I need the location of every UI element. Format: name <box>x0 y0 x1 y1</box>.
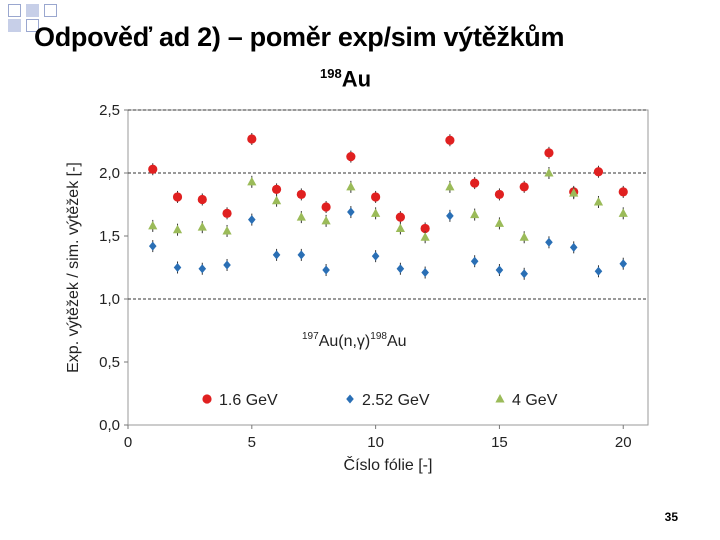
x-axis-label: Číslo fólie [-] <box>344 455 433 474</box>
data-point <box>247 176 257 186</box>
data-point <box>197 194 207 205</box>
data-point <box>346 152 356 162</box>
y-tick-label: 2,0 <box>99 165 120 182</box>
decor-square <box>8 4 21 17</box>
data-point <box>470 209 480 219</box>
data-point <box>594 266 603 276</box>
y-tick-label: 0,5 <box>99 354 120 371</box>
data-point <box>296 189 306 200</box>
data-point <box>421 268 429 278</box>
slide-subtitle: 198Au <box>320 66 371 92</box>
y-tick-label: 1,5 <box>99 228 120 245</box>
data-point <box>148 164 158 174</box>
page-number: 35 <box>664 510 678 524</box>
decor-square <box>26 19 39 32</box>
data-point <box>494 189 505 200</box>
data-point <box>222 208 232 218</box>
data-point <box>222 225 232 235</box>
data-point <box>198 264 207 274</box>
data-point <box>618 208 628 217</box>
data-point <box>396 264 405 274</box>
data-point <box>593 167 604 177</box>
data-point <box>519 182 529 192</box>
plot-area <box>127 109 649 426</box>
data-point <box>520 269 528 279</box>
data-point <box>321 202 331 212</box>
data-point <box>618 187 628 197</box>
data-point <box>519 232 529 241</box>
data-point <box>420 223 430 234</box>
legend-marker <box>495 394 505 403</box>
data-point <box>271 184 282 194</box>
data-point <box>197 222 207 231</box>
decor-square <box>26 4 39 17</box>
annotation-part: Au(n,γ) <box>319 333 371 350</box>
legend-label: 4 GeV <box>512 392 558 409</box>
data-point <box>569 188 579 197</box>
decor-square <box>8 19 21 32</box>
data-point <box>420 232 430 241</box>
x-tick-label: 0 <box>124 434 132 451</box>
data-point <box>148 220 158 230</box>
subtitle-superscript: 198 <box>320 66 342 81</box>
data-point <box>321 215 331 225</box>
data-point <box>172 224 183 234</box>
x-tick-label: 20 <box>615 434 632 451</box>
data-point <box>544 148 554 158</box>
data-point <box>296 212 306 221</box>
slide-title: Odpověď ad 2) – poměr exp/sim výtěžkům <box>34 22 565 52</box>
data-point <box>371 251 380 261</box>
data-point <box>248 215 256 225</box>
x-tick-label: 15 <box>491 434 508 451</box>
data-point <box>619 259 628 269</box>
y-tick-label: 0,0 <box>99 417 120 434</box>
y-tick-label: 2,5 <box>99 102 120 119</box>
data-point <box>223 260 231 270</box>
data-point <box>545 237 553 247</box>
data-point <box>297 250 306 260</box>
x-tick-label: 5 <box>248 434 256 451</box>
data-point <box>445 181 455 191</box>
data-point <box>172 192 183 202</box>
y-tick-label: 1,0 <box>99 291 120 308</box>
subtitle-main: Au <box>341 66 372 92</box>
legend-marker <box>202 394 212 404</box>
data-point <box>494 218 505 227</box>
data-point <box>470 178 480 188</box>
data-point <box>445 135 455 145</box>
data-point <box>495 265 504 275</box>
data-point <box>395 223 405 232</box>
data-point <box>347 207 355 217</box>
data-point <box>371 208 381 217</box>
data-point <box>173 263 182 272</box>
annotation-part: 198 <box>370 331 387 342</box>
data-point <box>346 181 356 191</box>
data-point <box>148 241 157 251</box>
data-point <box>446 211 454 221</box>
annotation-part: 197 <box>302 331 319 342</box>
decor-square <box>44 4 57 17</box>
data-point <box>371 192 381 202</box>
data-point <box>593 196 604 206</box>
data-point <box>322 265 330 275</box>
legend-marker <box>346 394 354 404</box>
annotation-part: Au <box>387 333 407 350</box>
data-point <box>271 195 282 205</box>
data-point <box>470 256 479 266</box>
reaction-annotation: 197Au(n,γ)198Au <box>302 331 407 350</box>
data-point <box>247 134 257 144</box>
y-axis-label: Exp. výtěžek / sim. výtěžek [-] <box>65 162 82 373</box>
data-point <box>395 212 405 222</box>
x-tick-label: 10 <box>367 434 384 451</box>
data-point <box>272 250 281 260</box>
legend-label: 1.6 GeV <box>219 392 278 409</box>
legend-label: 2.52 GeV <box>362 392 430 409</box>
data-point <box>569 242 578 252</box>
data-point <box>544 168 554 177</box>
